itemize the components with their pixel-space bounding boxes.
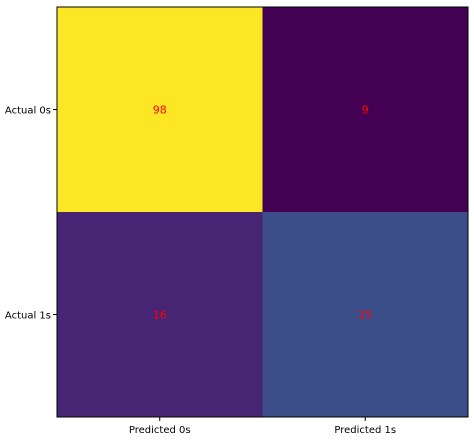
cell-value-label: 16 [153,309,167,322]
x-tick-label: Predicted 0s [129,425,191,436]
y-tick-label: Actual 1s [5,311,51,322]
cell-value-label: 98 [153,104,167,117]
heatmap-cell [57,212,263,417]
x-tick-label: Predicted 1s [334,425,396,436]
y-tick-label: Actual 0s [5,106,51,117]
plot-frame [56,6,469,418]
heatmap-cell [262,7,468,212]
cell-value-label: 25 [358,309,372,322]
heatmap-cell [262,212,468,417]
cell-value-label: 9 [362,104,369,117]
heatmap-cell [57,7,263,212]
